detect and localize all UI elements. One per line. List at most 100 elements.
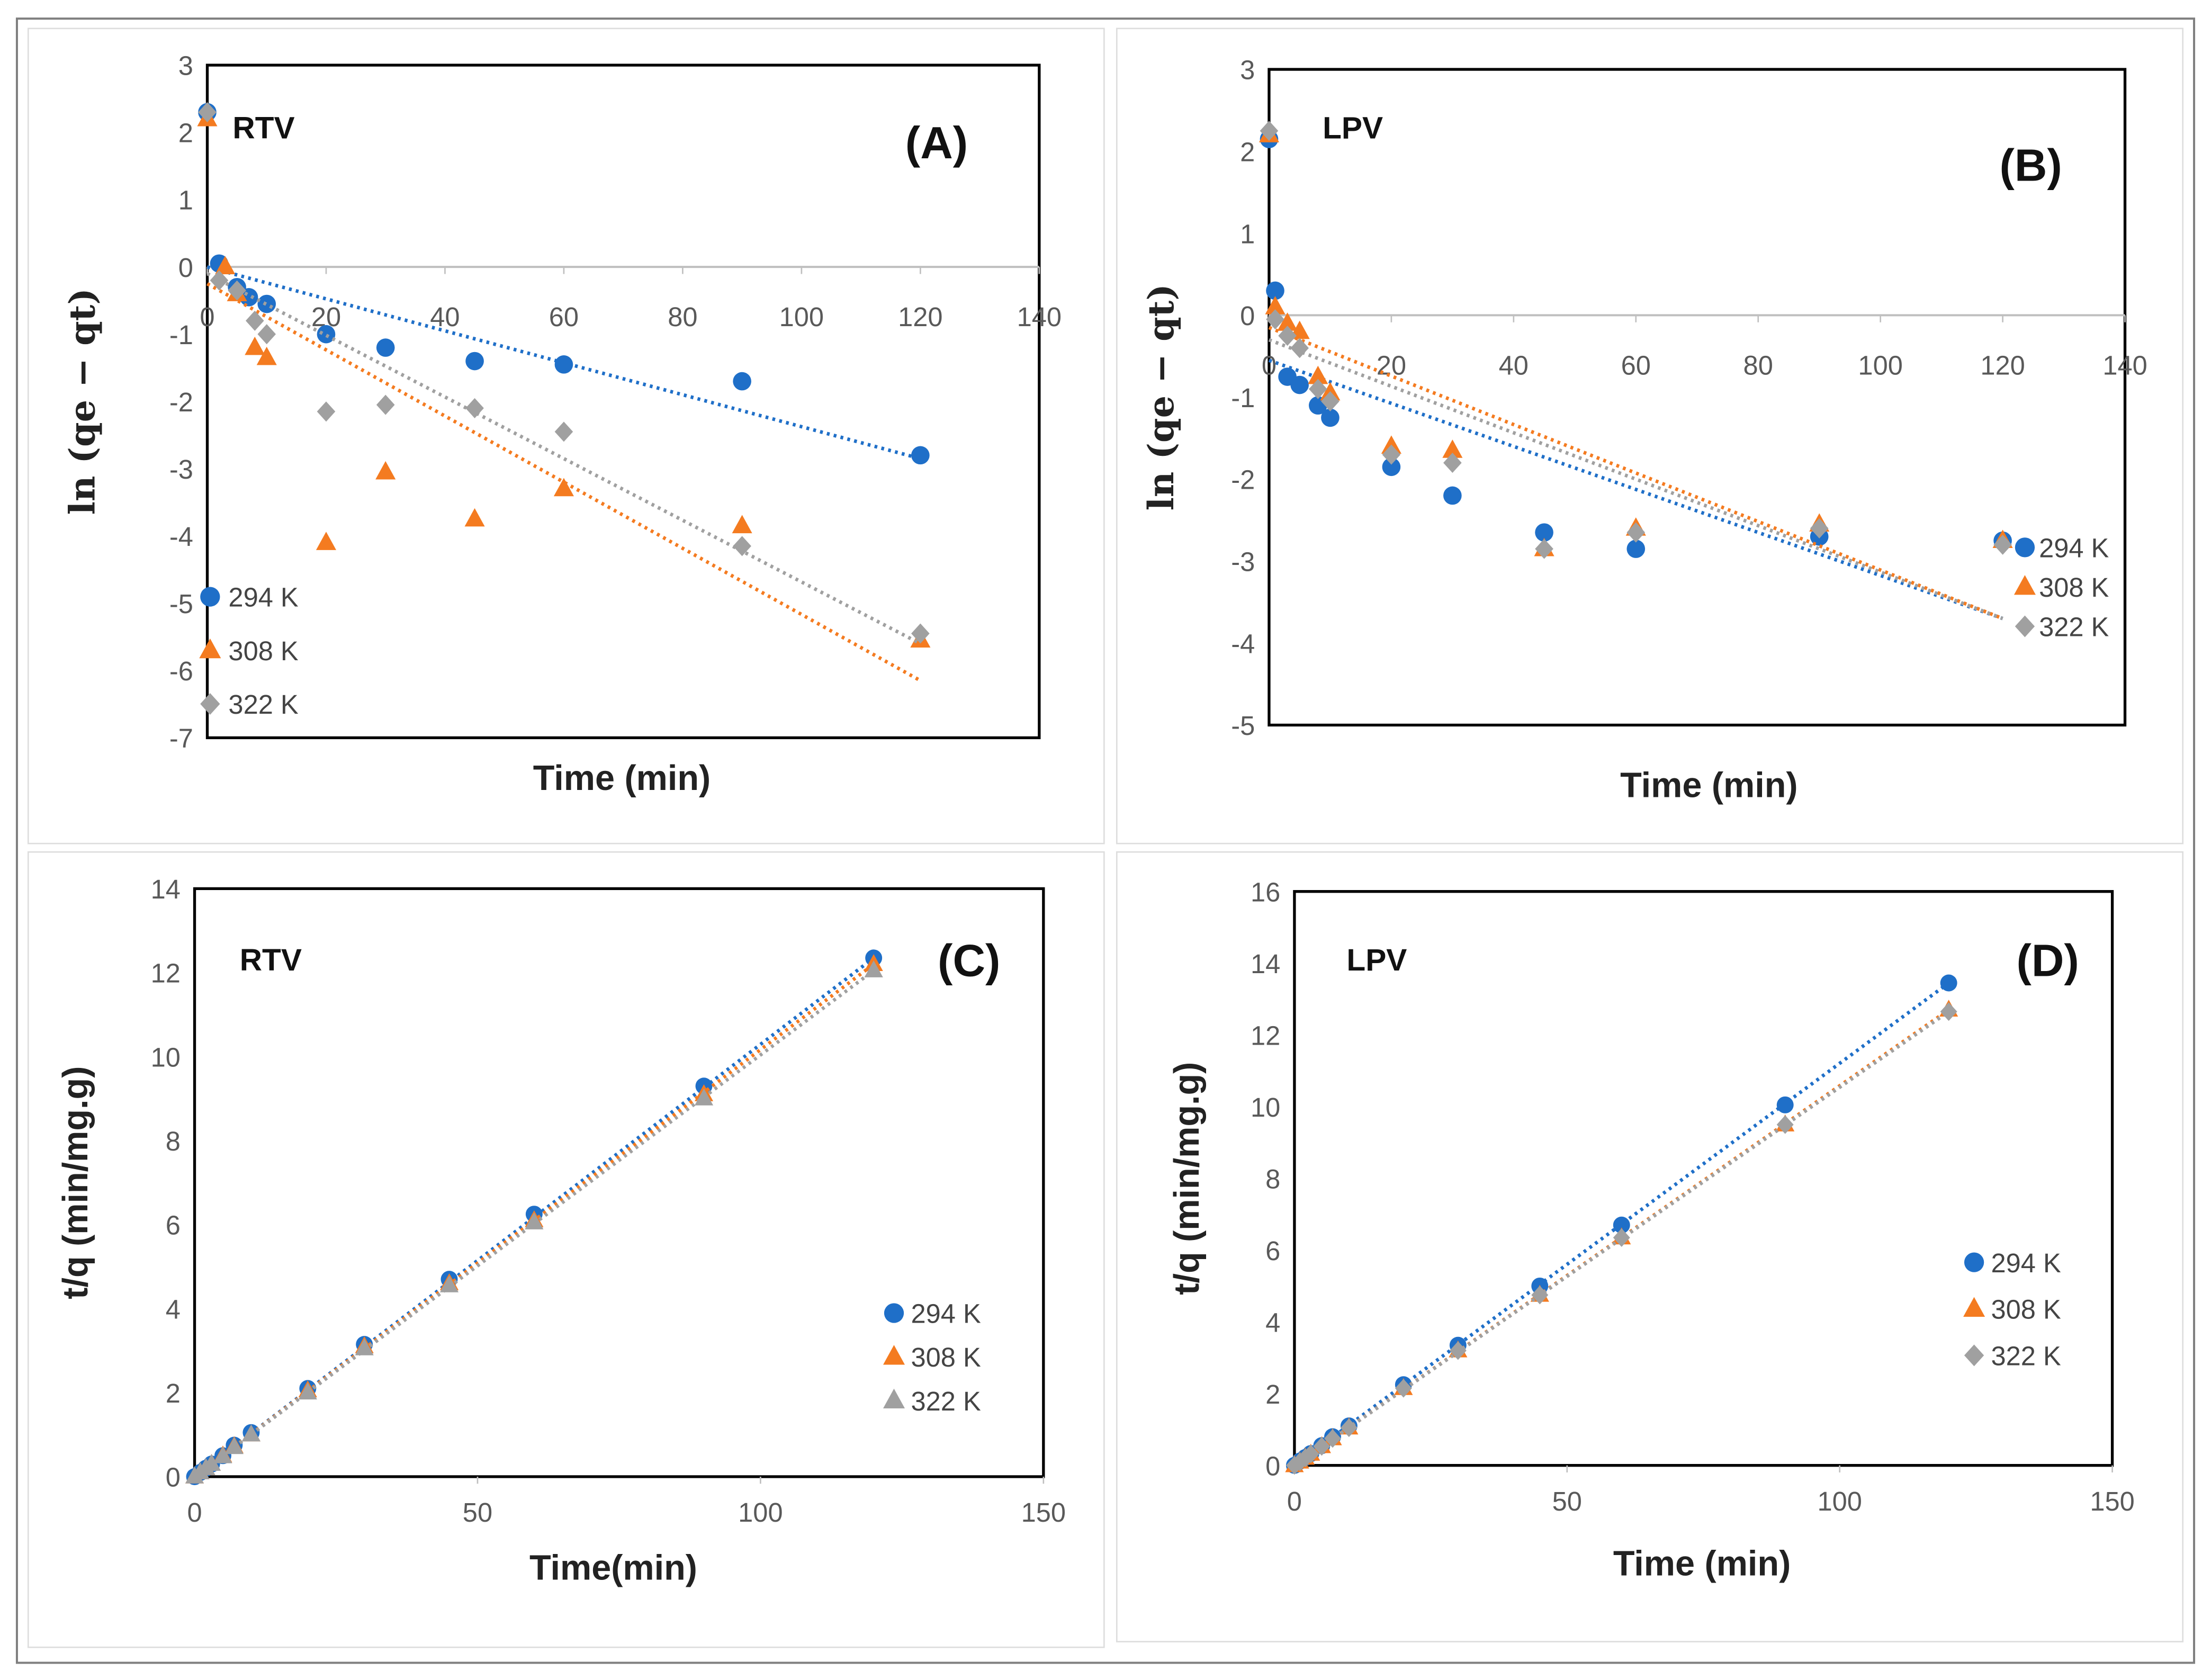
y-tick-label: 6 [1265, 1236, 1280, 1266]
data-point [1290, 375, 1309, 394]
data-point [355, 1338, 374, 1355]
panel-label: (C) [938, 936, 1000, 986]
y-tick-label: -7 [169, 723, 193, 753]
legend-marker [2015, 537, 2035, 558]
data-point [202, 1453, 221, 1471]
panel-label: (A) [905, 118, 968, 168]
trendline-294k [1268, 358, 2003, 621]
legend-marker [1964, 1344, 1984, 1367]
y-axis-title: ln (qe − qt) [1140, 284, 1182, 510]
chart-d: 0 2 4 6 8 10 12 14 16 0 50 100 150 Time (min) t/q (min… [1167, 877, 2135, 1583]
data-point [1443, 486, 1462, 505]
x-tick-label: 150 [1021, 1497, 1066, 1528]
compound-label: RTV [232, 111, 294, 146]
y-tick-label: -5 [169, 589, 193, 619]
data-point [1382, 457, 1401, 477]
panel-label: (D) [2016, 936, 2079, 986]
data-point [228, 280, 246, 301]
plot-area [1268, 68, 2127, 727]
x-axis-title: Time (min) [533, 759, 711, 798]
data-point [554, 355, 573, 374]
data-point [464, 508, 485, 527]
data-point [554, 421, 573, 442]
data-point [911, 446, 930, 465]
x-tick-label: 100 [1817, 1486, 1862, 1516]
data-point [316, 532, 337, 550]
data-point [257, 324, 276, 345]
data-point [215, 256, 236, 274]
data-point [1302, 1444, 1319, 1463]
trendline-308k [206, 282, 921, 682]
data-point [298, 1382, 317, 1400]
data-point [256, 346, 277, 365]
data-point [1395, 1379, 1412, 1398]
y-tick-label: 12 [1251, 1020, 1280, 1050]
y-tick-label: 16 [1251, 877, 1280, 907]
x-axis-title: Time (min) [1620, 766, 1797, 805]
x-tick-label: 40 [430, 302, 460, 332]
data-point [317, 325, 336, 344]
y-tick-label: -2 [169, 387, 193, 417]
y-tick-label: 8 [1265, 1164, 1280, 1194]
x-tick-label: 80 [1743, 350, 1773, 380]
data-point [1340, 1418, 1358, 1438]
panel-frame-d [1116, 851, 2184, 1642]
legend-marker [883, 1388, 905, 1409]
data-point [376, 338, 395, 357]
legend-label: 294 K [2039, 533, 2109, 563]
x-tick-label: 140 [1017, 302, 1062, 332]
y-tick-label: 6 [166, 1210, 181, 1241]
data-point [1626, 540, 1646, 558]
data-point [376, 394, 395, 415]
y-tick-label: 10 [1251, 1092, 1280, 1122]
y-axis-title: t/q (min/mg.g) [56, 1066, 95, 1299]
data-point [732, 515, 752, 534]
data-point [1290, 338, 1309, 358]
legend-label: 322 K [2039, 612, 2109, 642]
x-tick-label: 0 [1287, 1486, 1302, 1516]
y-tick-label: 4 [166, 1294, 181, 1324]
y-tick-label: 3 [1240, 55, 1255, 85]
chart-c: 0 2 4 6 8 10 12 14 0 50 100 150 Time(min) t/q (min/mg… [56, 874, 1066, 1587]
y-tick-label: 0 [1265, 1451, 1280, 1481]
panel-label: (B) [2000, 140, 2062, 191]
x-tick-label: 0 [187, 1497, 202, 1528]
plot-area [205, 64, 1041, 740]
trendline-322k [1293, 1010, 1950, 1467]
data-point [1940, 974, 1957, 992]
y-tick-label: 2 [1240, 137, 1255, 167]
legend-label: 322 K [911, 1386, 981, 1416]
data-point [213, 1446, 232, 1463]
x-tick-label: 120 [898, 302, 942, 332]
data-point [1382, 444, 1401, 465]
y-tick-label: 14 [151, 874, 181, 904]
legend-label: 322 K [1991, 1341, 2061, 1371]
legend-label: 308 K [2039, 572, 2109, 603]
plot-area [193, 887, 1045, 1478]
x-tick-label: 100 [1858, 350, 1902, 380]
data-point [1265, 296, 1286, 315]
x-tick-label: 80 [668, 302, 697, 332]
y-tick-label: -2 [1231, 465, 1255, 495]
panel-frame-a [27, 28, 1105, 845]
legend-marker [1964, 1252, 1984, 1272]
data-point [1260, 121, 1279, 141]
x-tick-label: 60 [549, 302, 579, 332]
legend-label: 322 K [228, 689, 298, 720]
data-point [525, 1212, 544, 1229]
compound-label: LPV [1346, 943, 1407, 977]
data-point [1321, 408, 1340, 427]
x-tick-label: 0 [200, 302, 214, 332]
legend-marker [200, 587, 220, 607]
y-tick-label: 2 [166, 1378, 181, 1408]
x-tick-label: 150 [2090, 1486, 2134, 1516]
x-tick-label: 100 [738, 1497, 783, 1528]
legend-marker [2015, 615, 2035, 637]
data-point [465, 352, 484, 371]
y-tick-label: -6 [169, 656, 193, 686]
y-tick-label: 8 [166, 1126, 181, 1156]
x-tick-label: 120 [1980, 350, 2025, 380]
